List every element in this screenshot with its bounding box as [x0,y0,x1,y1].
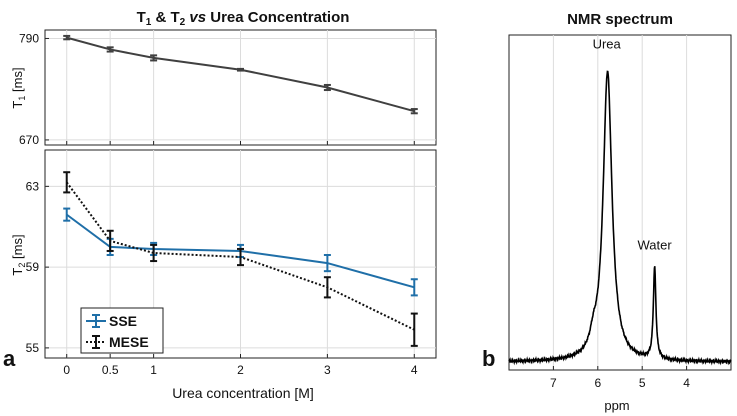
t1-t1-line [66,36,415,113]
panel-a-label: a [3,346,16,371]
nmr-annotation-urea: Urea [593,36,622,51]
t2-sse-line [66,213,415,289]
t2-xtick-label: 3 [324,363,331,377]
t2-xtick-label: 1 [150,363,157,377]
t2-xtick-label: 0 [63,363,70,377]
nmr-xtick-label: 5 [639,376,646,390]
legend-mese-label: MESE [109,334,149,350]
legend: SSE MESE [80,307,164,354]
legend-sse-label: SSE [109,313,137,329]
nmr-spectrum-line [508,70,732,366]
panel-a-title: T1 & T2 vs Urea Concentration [137,9,350,28]
panel-b-title: NMR spectrum [567,11,673,28]
nmr-xtick-label: 6 [594,376,601,390]
t2-ytick-label: 59 [26,260,40,274]
panel-b-label: b [482,346,495,371]
t2-xtick-label: 4 [411,363,418,377]
t2-ylabel: T2 [ms] [10,234,27,275]
t2-xtick-label: 0.5 [102,363,119,377]
t1-ytick-label: 670 [19,133,39,147]
nmr-axes: 7 6 5 4 Urea Water [508,34,732,390]
t2-mese-line [65,181,415,331]
t2-xlabel: Urea concentration [M] [172,385,314,401]
t2-xtick-label: 2 [237,363,244,377]
t1-ytick-label: 790 [19,31,39,45]
nmr-annotation-water: Water [638,237,673,252]
nmr-xtick-label: 7 [550,376,557,390]
t2-ytick-label: 63 [26,179,40,193]
t1-ylabel: T1 [ms] [10,67,27,108]
t1-axes: 670 790 [19,29,437,147]
t2-axes: 0 0.5 1 2 3 4 55 59 63 [26,149,437,377]
t2-ytick-label: 55 [26,341,40,355]
nmr-plot-frame [508,34,732,371]
nmr-xtick-label: 4 [683,376,690,390]
nmr-xlabel: ppm [604,398,629,413]
